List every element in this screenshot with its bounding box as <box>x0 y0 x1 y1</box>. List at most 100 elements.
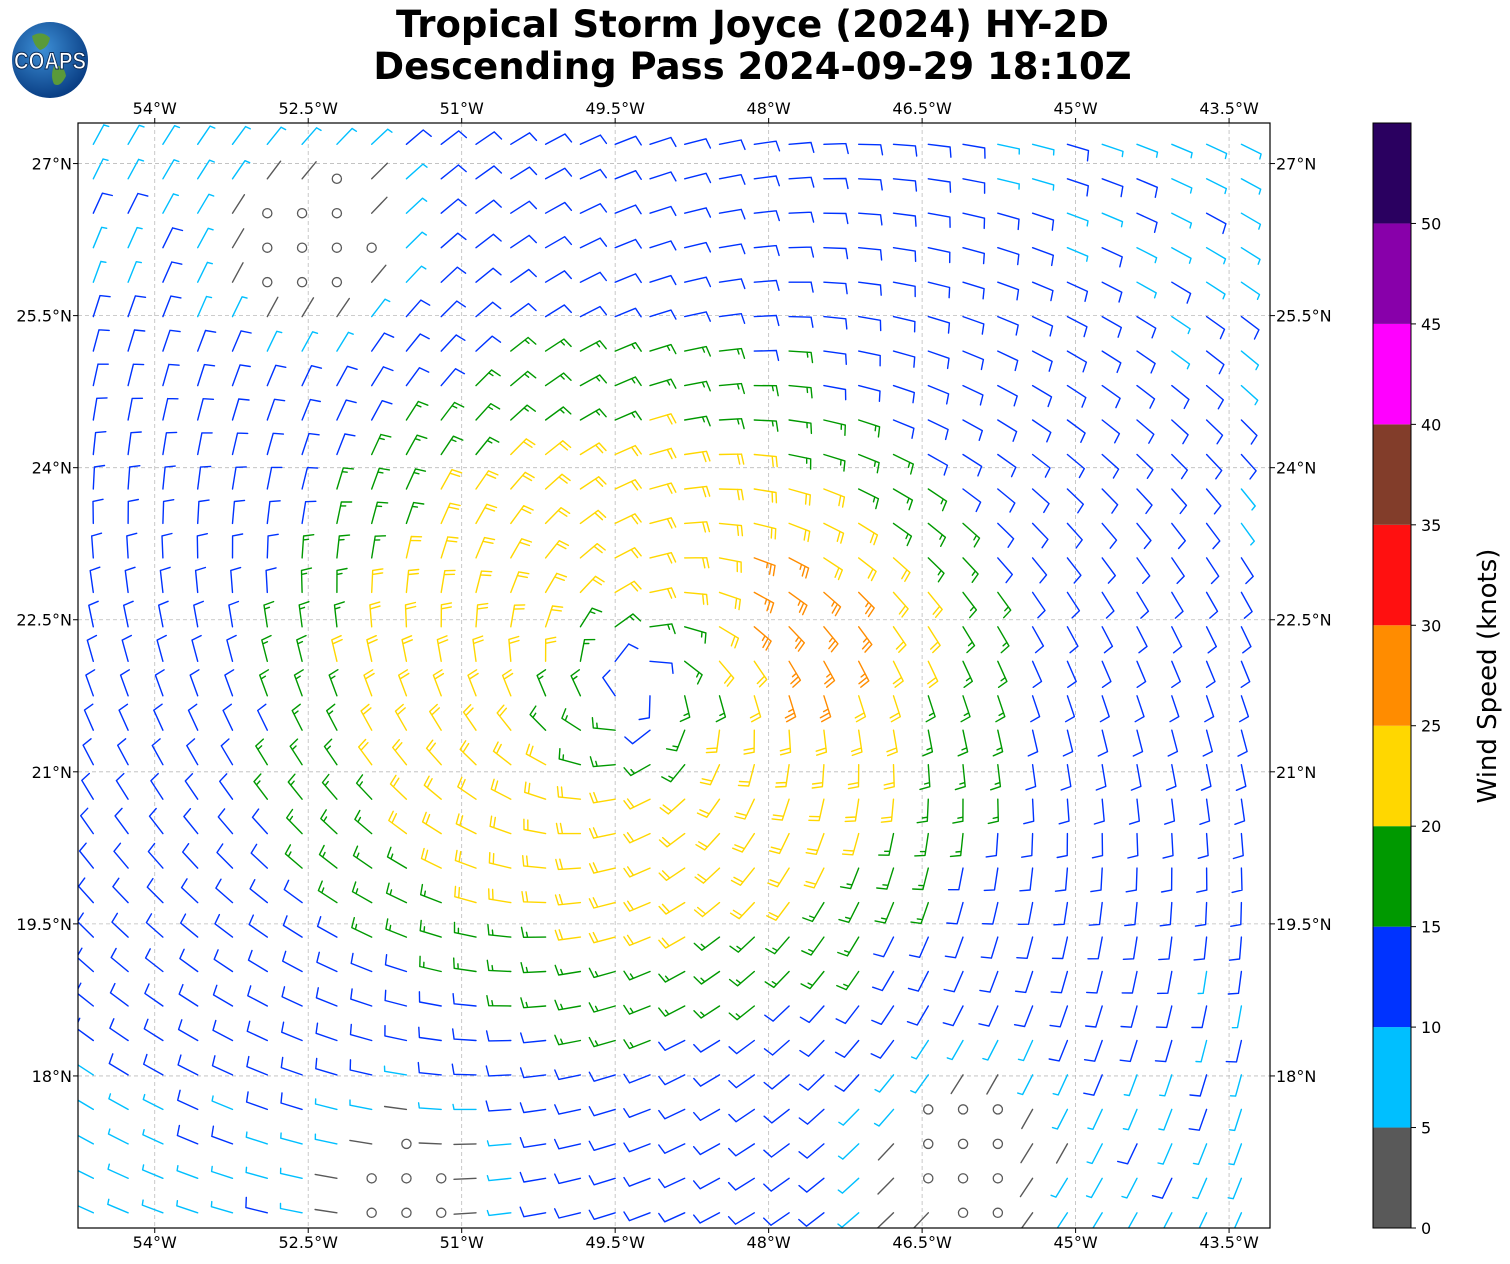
wind-barb <box>1240 626 1252 654</box>
y-tick-label-right: 27°N <box>1276 155 1316 174</box>
wind-barb <box>684 311 711 322</box>
wind-barb <box>623 934 651 947</box>
y-tick-label-left: 22.5°N <box>16 611 72 630</box>
wind-barb <box>718 347 746 359</box>
wind-barb <box>912 867 929 891</box>
wind-barb <box>385 918 408 938</box>
wind-barb <box>197 398 215 421</box>
wind-barb <box>684 485 711 498</box>
wind-barb <box>1158 1108 1173 1131</box>
wind-barb <box>1136 557 1151 584</box>
wind-barb <box>1066 557 1082 584</box>
colorbar-tick-label: 5 <box>1421 1119 1431 1138</box>
wind-barb <box>1066 453 1085 479</box>
wind-barb <box>623 1211 651 1222</box>
wind-barb <box>1204 695 1215 723</box>
wind-barb <box>1159 1074 1173 1097</box>
wind-barb <box>659 798 686 815</box>
wind-barb <box>997 591 1012 619</box>
wind-barb <box>614 238 642 249</box>
wind-barb <box>1031 522 1049 549</box>
wind-barb <box>788 141 815 153</box>
wind-barb <box>350 988 373 1007</box>
wind-barb <box>589 756 616 768</box>
wind-barb <box>224 669 235 697</box>
wind-barb <box>997 384 1018 407</box>
wind-barb <box>127 397 144 421</box>
wind-barb <box>197 499 210 525</box>
wind-barb <box>92 192 113 214</box>
wind-barb <box>658 1005 686 1017</box>
wind-barb <box>908 936 929 958</box>
wind-barb <box>1198 1212 1208 1228</box>
wind-barb <box>1016 936 1034 959</box>
wind-barb <box>805 832 825 855</box>
wind-barb <box>1191 1005 1208 1029</box>
calm-wind-marker <box>366 242 377 253</box>
wind-barb <box>623 1039 651 1050</box>
colorbar-bin <box>1373 123 1411 224</box>
wind-barb <box>779 729 792 756</box>
wind-barb <box>1136 591 1150 619</box>
wind-barb <box>1234 798 1246 825</box>
wind-barb <box>588 1071 616 1082</box>
wind-barb <box>215 878 234 904</box>
wind-barb <box>1087 1108 1103 1130</box>
wind-barb <box>749 695 762 723</box>
wind-barb <box>314 1133 338 1145</box>
wind-barb <box>1136 419 1155 444</box>
wind-barb <box>1066 626 1079 654</box>
wind-barb <box>623 1108 651 1118</box>
wind-barb <box>858 453 880 474</box>
colorbar-tick-label: 15 <box>1421 918 1441 937</box>
x-tick-label-bottom: 48°W <box>747 1233 791 1252</box>
wind-barb <box>995 695 1006 723</box>
grid-lines <box>78 123 1270 1228</box>
wind-barb <box>142 1093 164 1111</box>
wind-barb <box>405 265 427 283</box>
wind-barb <box>148 807 164 835</box>
wind-barb <box>614 170 642 180</box>
wind-barb <box>187 703 199 731</box>
wind-barb <box>1060 764 1072 791</box>
wind-barb <box>1053 901 1069 926</box>
wind-barb <box>127 261 142 283</box>
wind-barb <box>440 401 465 421</box>
wind-barb <box>892 143 918 157</box>
wind-barb <box>1127 1212 1138 1228</box>
wind-barb <box>718 174 746 185</box>
wind-barb <box>1232 832 1244 860</box>
wind-barb <box>1101 212 1124 228</box>
wind-barb <box>300 567 313 594</box>
wind-barb <box>1066 350 1088 373</box>
wind-barb <box>962 591 978 619</box>
wind-barb <box>798 1212 825 1227</box>
wind-barb <box>141 1164 164 1179</box>
wind-barb <box>475 267 502 283</box>
wind-barb <box>1231 1005 1243 1029</box>
wind-barb <box>684 138 712 149</box>
wind-barb <box>108 1053 129 1076</box>
wind-barb <box>544 572 568 594</box>
wind-barb <box>331 635 343 662</box>
wind-barb <box>197 295 213 318</box>
wind-barb <box>291 703 303 731</box>
wind-barb <box>1019 867 1034 892</box>
wind-barb <box>418 1142 442 1145</box>
wind-barb <box>927 522 947 547</box>
wind-barb <box>718 313 746 324</box>
wind-barb <box>1086 970 1103 994</box>
wind-barb <box>162 431 178 456</box>
x-tick-label-bottom: 43.5°W <box>1199 1233 1259 1252</box>
wind-barb <box>763 1143 790 1158</box>
y-tick-label-right: 19.5°N <box>1276 915 1332 934</box>
wind-barb <box>588 1002 616 1013</box>
wind-barb <box>727 1212 755 1225</box>
wind-barb <box>314 1098 338 1111</box>
wind-barb <box>544 372 572 387</box>
wind-barb <box>684 241 712 253</box>
wind-barb <box>510 234 537 249</box>
wind-barb <box>1083 1074 1103 1096</box>
wind-barb <box>92 158 109 180</box>
calm-wind-marker <box>366 1173 377 1184</box>
